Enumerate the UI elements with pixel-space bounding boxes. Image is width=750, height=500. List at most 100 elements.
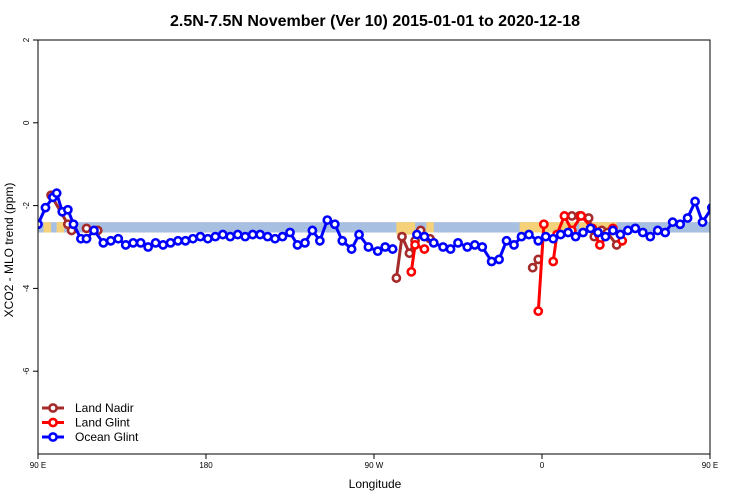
- ocean-glint-point: [247, 229, 258, 240]
- ocean-glint-point: [285, 227, 295, 238]
- ocean-glint-point: [494, 254, 504, 265]
- ocean-glint-point: [120, 240, 131, 250]
- ocean-glint-point: [173, 235, 183, 246]
- chart-title: 2.5N-7.5N November (Ver 10) 2015-01-01 t…: [170, 13, 580, 30]
- land-nadir-point: [404, 248, 415, 259]
- land-glint-point: [406, 266, 417, 277]
- ocean-glint-point: [600, 231, 611, 242]
- ocean-glint-point: [453, 237, 463, 248]
- ocean-glint-point: [608, 225, 618, 236]
- ocean-glint-point: [98, 237, 109, 248]
- ocean-glint-point: [277, 231, 288, 242]
- reference-band-layer: [38, 222, 710, 233]
- ocean-glint-point: [300, 237, 310, 248]
- ocean-glint-point: [195, 231, 206, 242]
- ocean-glint-point: [630, 223, 641, 234]
- ocean-glint-point: [469, 240, 480, 250]
- ocean-glint-point: [158, 240, 168, 250]
- ocean-glint-point: [462, 242, 473, 252]
- ocean-glint-point: [428, 237, 439, 248]
- legend-label-land-glint: Land Glint: [75, 416, 130, 430]
- land-patch: [426, 222, 434, 233]
- ocean-glint-point: [486, 256, 497, 267]
- ocean-glint-point: [210, 231, 221, 242]
- ocean-glint-point: [128, 237, 139, 248]
- land-nadir-point: [527, 262, 538, 273]
- ocean-glint-point: [337, 235, 348, 246]
- ocean-glint-point: [723, 204, 730, 211]
- ocean-glint-point: [307, 225, 318, 236]
- ocean-glint-point: [585, 223, 596, 234]
- ocean-glint-point: [314, 235, 325, 246]
- ocean-glint-point: [667, 217, 678, 228]
- land-glint-point: [576, 211, 587, 221]
- ocean-glint-point: [477, 242, 488, 252]
- ocean-glint-point: [509, 240, 519, 250]
- ocean-glint-point: [445, 244, 456, 254]
- ocean-glint-point: [593, 227, 603, 238]
- ocean-glint-point: [524, 229, 534, 240]
- ocean-glint-point: [419, 231, 430, 242]
- ocean-glint-point: [622, 225, 633, 236]
- ocean-glint-point: [563, 227, 574, 238]
- ocean-glint-point: [89, 225, 99, 236]
- ocean-glint-point: [62, 204, 73, 215]
- ocean-glint-point: [113, 233, 124, 244]
- x-tick-label: 0: [540, 461, 545, 470]
- y-tick-label: -4: [22, 284, 31, 292]
- legend-marker-land-nadir: [48, 403, 58, 413]
- ocean-glint-point: [501, 235, 512, 246]
- y-axis-label: XCO2 - MLO trend (ppm): [2, 183, 16, 318]
- ocean-glint-point: [135, 237, 146, 248]
- land-glint-point: [533, 306, 544, 317]
- ocean-glint-point: [255, 229, 266, 240]
- ocean-glint-point: [180, 235, 191, 246]
- ocean-glint-point: [516, 231, 527, 242]
- ocean-glint-point: [697, 217, 708, 228]
- ocean-glint-point: [555, 229, 566, 240]
- ocean-glint-point: [105, 235, 116, 246]
- ocean-glint-point: [578, 227, 588, 238]
- land-patch: [43, 222, 52, 233]
- ocean-glint-point: [438, 242, 448, 252]
- ocean-glint-point: [682, 213, 693, 223]
- ocean-glint-point: [731, 206, 738, 213]
- land-nadir-point: [81, 223, 92, 234]
- legend-marker-ocean-glint: [48, 432, 58, 442]
- ocean-glint-point: [637, 227, 648, 238]
- ocean-glint-point: [292, 240, 303, 250]
- ocean-glint-point: [165, 237, 176, 248]
- ocean-glint-point: [652, 225, 663, 236]
- ocean-glint-point: [232, 229, 243, 240]
- ocean-glint-point: [143, 242, 154, 252]
- land-nadir-point: [566, 211, 577, 221]
- legend-label-ocean-glint: Ocean Glint: [75, 430, 139, 444]
- ocean-glint-point: [412, 229, 422, 240]
- ocean-glint-point: [270, 233, 280, 244]
- ocean-glint-point: [570, 231, 581, 242]
- land-patch: [56, 222, 65, 233]
- ocean-glint-point: [150, 237, 161, 248]
- series-ocean-glint: [38, 188, 745, 267]
- ocean-glint-point: [706, 203, 710, 213]
- ocean-glint-point: [380, 242, 391, 252]
- ocean-glint-point: [387, 244, 398, 254]
- series-layer: [38, 188, 745, 317]
- land-nadir-point: [391, 273, 402, 283]
- ocean-glint-point: [40, 202, 51, 213]
- land-patch: [396, 222, 416, 235]
- land-glint-point: [559, 211, 570, 221]
- ocean-glint-point: [645, 231, 656, 242]
- y-axis-ticks: 2 0 -2 -4 -6: [22, 37, 38, 375]
- ocean-glint-point: [329, 219, 340, 230]
- ocean-glint-point: [690, 196, 700, 207]
- x-tick-label: 90 E: [30, 461, 46, 470]
- land-patch: [744, 222, 750, 232]
- ocean-glint-point: [217, 229, 228, 240]
- reference-band: [38, 222, 710, 233]
- ocean-glint-point: [738, 221, 745, 228]
- x-tick-label: 180: [199, 461, 213, 470]
- y-tick-label: 0: [22, 120, 31, 125]
- legend-label-land-nadir: Land Nadir: [75, 401, 134, 415]
